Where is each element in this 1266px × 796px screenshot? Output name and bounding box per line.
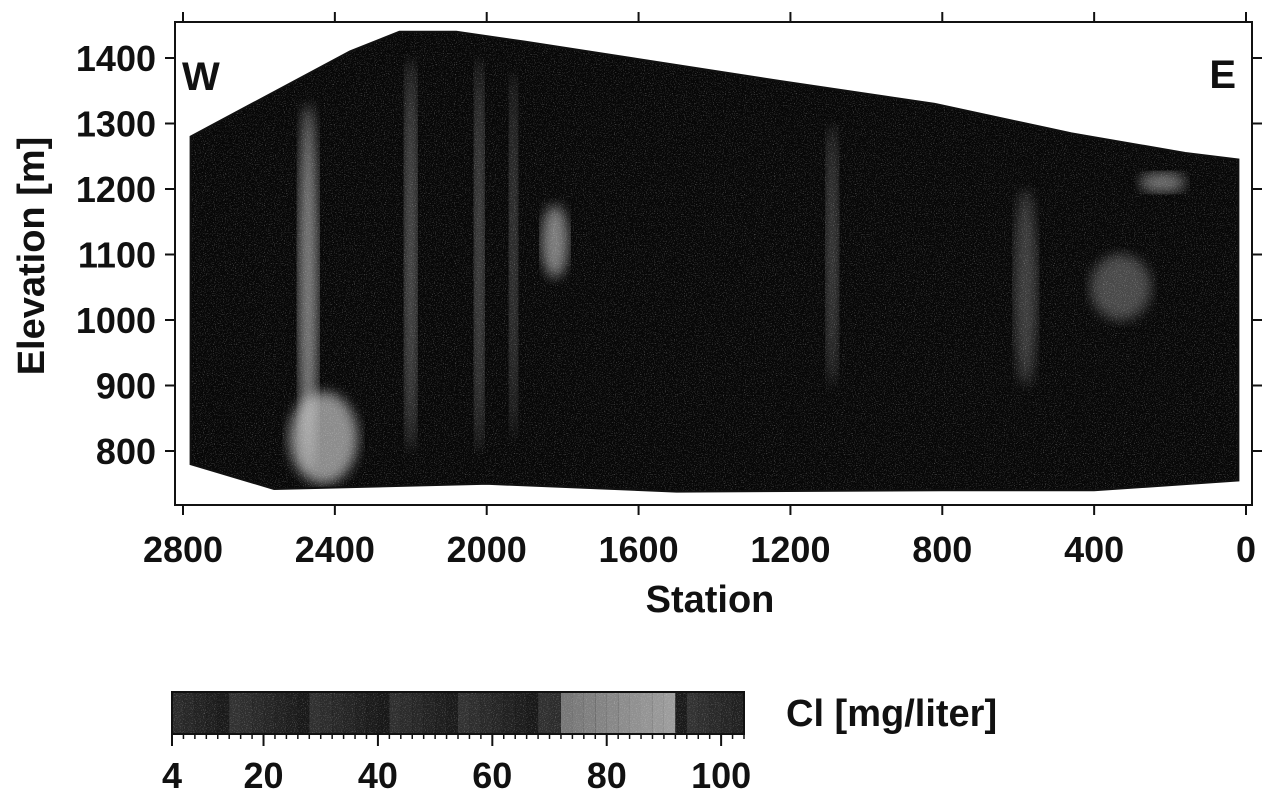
west-label: W: [182, 55, 220, 99]
data-outline: [189, 30, 1240, 493]
y-tick-label: 1000: [76, 300, 156, 341]
x-tick-label: 2400: [295, 529, 375, 570]
plot-area: 2800 2400 2000 1600 1200 800 400 0 800 900 1000 11…: [76, 12, 1262, 570]
y-tick-label: 1300: [76, 104, 156, 145]
x-tick-label: 400: [1064, 529, 1124, 570]
x-tick-label: 1200: [750, 529, 830, 570]
x-tick-label: 0: [1236, 529, 1256, 570]
x-tick-label: 2800: [143, 529, 223, 570]
y-tick-label: 800: [96, 431, 156, 472]
colorbar-tick-label: 60: [472, 755, 512, 796]
y-axis-ticks: 800 900 1000 1100 1200 1300 1400: [76, 38, 1262, 472]
speckle-texture: [190, 31, 1239, 492]
east-label: E: [1209, 53, 1236, 97]
y-tick-label: 900: [96, 366, 156, 407]
x-tick-label: 1600: [599, 529, 679, 570]
x-tick-label: 2000: [447, 529, 527, 570]
colorbar: 4 20 40 60 80 100 Cl [mg/liter]: [162, 691, 997, 796]
x-axis-label: Station: [646, 579, 775, 621]
x-tick-label: 800: [912, 529, 972, 570]
y-tick-label: 1100: [78, 235, 156, 276]
colorbar-tick-label: 20: [243, 755, 283, 796]
y-tick-label: 1400: [76, 38, 156, 79]
data-region: [190, 31, 1239, 492]
colorbar-tick-label: 4: [162, 755, 182, 796]
colorbar-ticks: 4 20 40 60 80 100: [162, 734, 751, 796]
plot-frame: [174, 21, 1253, 506]
x-axis-ticks: 2800 2400 2000 1600 1200 800 400 0: [143, 12, 1256, 570]
colorbar-speckle: [172, 692, 744, 734]
colorbar-tick-label: 100: [691, 755, 751, 796]
colorbar-label: Cl [mg/liter]: [786, 693, 997, 735]
colorbar-tick-label: 80: [587, 755, 627, 796]
y-tick-label: 1200: [76, 169, 156, 210]
colorbar-tick-label: 40: [358, 755, 398, 796]
y-axis-label: Elevation [m]: [11, 137, 53, 376]
